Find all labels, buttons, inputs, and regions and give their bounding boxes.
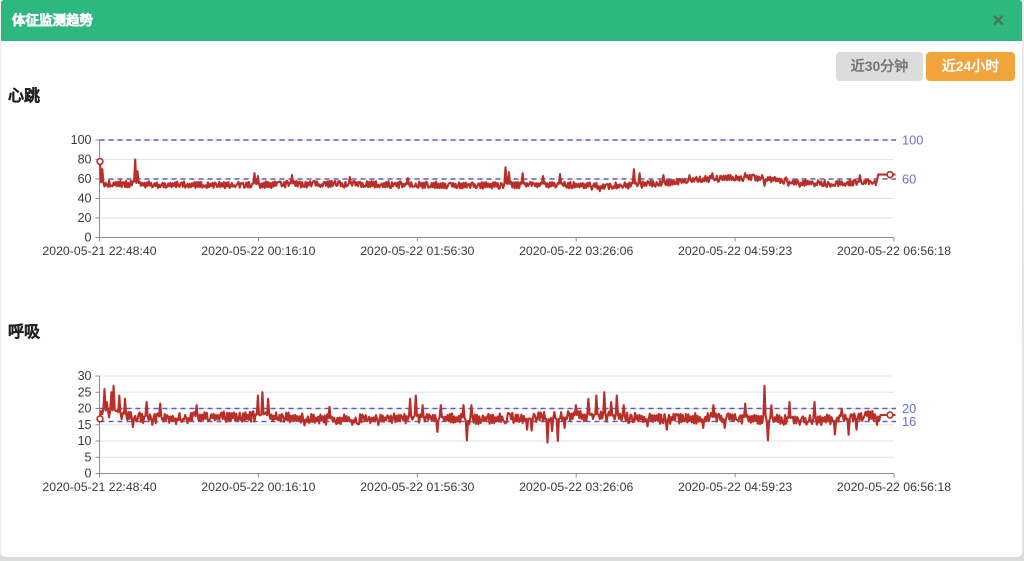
svg-text:60: 60 xyxy=(902,172,916,187)
svg-text:2020-05-22 06:56:18: 2020-05-22 06:56:18 xyxy=(837,244,951,258)
svg-text:2020-05-22 03:26:06: 2020-05-22 03:26:06 xyxy=(519,480,633,494)
svg-text:16: 16 xyxy=(902,414,916,429)
svg-text:100: 100 xyxy=(902,133,923,148)
svg-text:10: 10 xyxy=(78,434,92,448)
svg-text:30: 30 xyxy=(78,369,92,383)
svg-text:2020-05-22 06:56:18: 2020-05-22 06:56:18 xyxy=(837,480,951,494)
svg-text:2020-05-22 04:59:23: 2020-05-22 04:59:23 xyxy=(678,480,792,494)
svg-text:0: 0 xyxy=(85,231,92,245)
svg-text:2020-05-21 22:48:40: 2020-05-21 22:48:40 xyxy=(42,480,156,494)
svg-text:100: 100 xyxy=(71,133,92,147)
svg-text:15: 15 xyxy=(78,418,92,432)
svg-text:80: 80 xyxy=(78,153,92,167)
svg-text:0: 0 xyxy=(85,467,92,481)
svg-text:2020-05-22 01:56:30: 2020-05-22 01:56:30 xyxy=(360,480,474,494)
svg-text:5: 5 xyxy=(85,450,92,464)
svg-text:2020-05-21 22:48:40: 2020-05-21 22:48:40 xyxy=(42,244,156,258)
svg-text:40: 40 xyxy=(78,192,92,206)
svg-text:2020-05-22 00:16:10: 2020-05-22 00:16:10 xyxy=(201,244,315,258)
svg-text:2020-05-22 04:59:23: 2020-05-22 04:59:23 xyxy=(678,244,792,258)
svg-text:20: 20 xyxy=(902,401,916,416)
svg-text:20: 20 xyxy=(78,211,92,225)
svg-text:20: 20 xyxy=(78,402,92,416)
svg-text:2020-05-22 03:26:06: 2020-05-22 03:26:06 xyxy=(519,244,633,258)
svg-text:25: 25 xyxy=(78,385,92,399)
svg-text:2020-05-22 00:16:10: 2020-05-22 00:16:10 xyxy=(201,480,315,494)
svg-text:2020-05-22 01:56:30: 2020-05-22 01:56:30 xyxy=(360,244,474,258)
svg-text:60: 60 xyxy=(78,172,92,186)
